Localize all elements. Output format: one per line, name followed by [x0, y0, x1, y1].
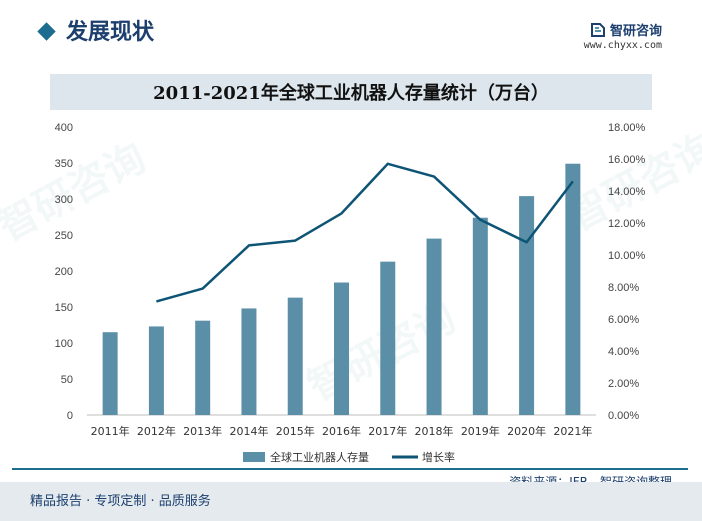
bar — [195, 320, 211, 415]
left-tick-label: 400 — [55, 122, 73, 134]
left-tick-label: 150 — [55, 302, 73, 314]
bar — [565, 163, 581, 415]
x-tick-label: 2016年 — [322, 424, 361, 438]
x-tick-label: 2013年 — [183, 424, 222, 438]
right-tick-label: 6.00% — [608, 314, 639, 326]
brand-logo-icon — [590, 22, 605, 37]
right-tick-label: 0.00% — [608, 410, 639, 422]
bar — [241, 308, 257, 415]
bar — [472, 217, 488, 415]
left-tick-label: 100 — [55, 338, 73, 350]
left-tick-label: 350 — [55, 158, 73, 170]
left-tick-label: 200 — [55, 266, 73, 278]
bar — [148, 326, 164, 415]
x-tick-label: 2015年 — [276, 424, 315, 438]
x-tick-label: 2017年 — [368, 424, 407, 438]
left-tick-label: 300 — [55, 194, 73, 206]
brand-name: 智研咨询 — [609, 24, 662, 39]
x-tick-label: 2021年 — [553, 424, 592, 438]
x-tick-label: 2012年 — [137, 424, 176, 438]
legend-bar-swatch — [243, 452, 265, 462]
x-tick-label: 2011年 — [91, 424, 130, 438]
bar — [102, 332, 118, 415]
bar — [426, 238, 442, 415]
footer-divider — [12, 468, 688, 470]
right-tick-label: 12.00% — [608, 218, 646, 230]
growth-rate-line — [156, 162, 574, 303]
left-tick-label: 250 — [55, 230, 73, 242]
chart-title: 2011-2021年全球工业机器人存量统计（万台） — [153, 83, 549, 104]
x-tick-label: 2019年 — [461, 424, 500, 438]
right-tick-label: 8.00% — [608, 282, 639, 294]
header: 发展现状 智研咨询 www.chyxx.com — [0, 0, 702, 58]
x-tick-label: 2018年 — [415, 424, 454, 438]
bar — [287, 297, 303, 415]
right-tick-label: 14.00% — [608, 186, 646, 198]
left-tick-label: 0 — [67, 410, 73, 422]
page-title: 发展现状 — [66, 20, 155, 45]
left-tick-label: 50 — [61, 374, 73, 386]
right-tick-label: 10.00% — [608, 250, 646, 262]
bar — [519, 196, 535, 415]
right-tick-label: 16.00% — [608, 154, 646, 166]
tagline: 精品报告 · 专项定制 · 品质服务 — [30, 494, 211, 509]
brand-url[interactable]: www.chyxx.com — [583, 40, 662, 51]
x-tick-label: 2020年 — [507, 424, 546, 438]
right-tick-label: 18.00% — [608, 122, 646, 134]
bar — [380, 261, 396, 415]
bar — [334, 282, 349, 415]
bottom-bar — [0, 482, 702, 521]
right-tick-label: 2.00% — [608, 378, 639, 390]
brand[interactable]: 智研咨询 — [590, 20, 662, 39]
legend-line-label: 增长率 — [422, 450, 455, 464]
chart-title-band: 2011-2021年全球工业机器人存量统计（万台） — [50, 74, 652, 110]
x-tick-label: 2014年 — [229, 424, 268, 438]
legend-bar-label: 全球工业机器人存量 — [270, 450, 369, 464]
right-tick-label: 4.00% — [608, 346, 639, 358]
